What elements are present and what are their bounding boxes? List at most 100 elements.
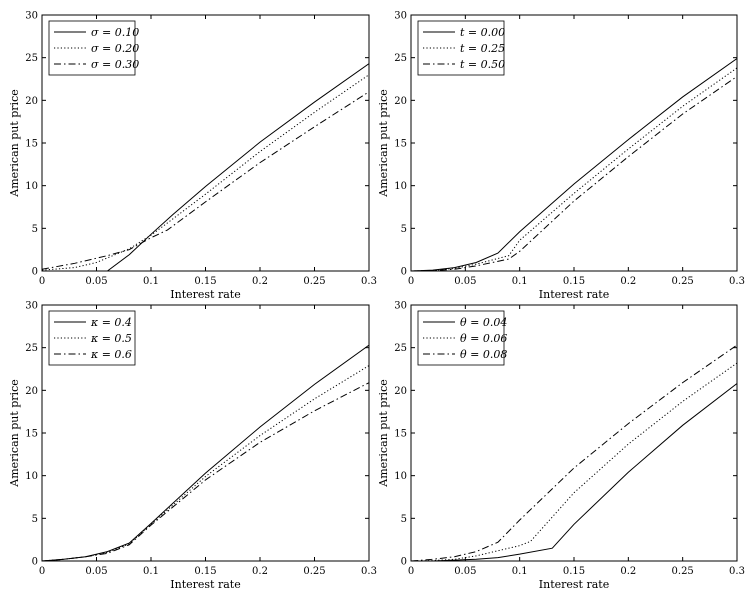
chart-panel-2: 0 0.05 0.1 0.15 0.2 0.25 0.3 0 5 10 15 20 25 30 Intere… — [377, 11, 745, 302]
y-tick-label: 20 — [25, 96, 38, 107]
legend: κ = 0.4 κ = 0.5 κ = 0.6 — [48, 310, 136, 366]
series-line-3 — [411, 344, 737, 561]
y-tick-label: 10 — [394, 181, 407, 192]
legend-label: κ = 0.5 — [90, 332, 132, 345]
legend-label: σ = 0.10 — [91, 26, 139, 39]
chart-panel-1: 0 0.05 0.1 0.15 0.2 0.25 0.3 0 5 10 15 20 25 30 Intere… — [8, 11, 377, 302]
legend-label: σ = 0.30 — [91, 58, 139, 71]
x-tick-label: 0.25 — [303, 566, 325, 577]
x-tick-label: 0.2 — [620, 566, 636, 577]
x-tick-label: 0.05 — [85, 276, 107, 287]
x-tick-label: 0.2 — [252, 276, 268, 287]
x-tick-label: 0 — [39, 566, 45, 577]
legend: t = 0.00 t = 0.25 t = 0.50 — [417, 20, 505, 76]
y-tick-label: 15 — [394, 139, 407, 150]
x-tick-label: 0.3 — [729, 276, 745, 287]
x-tick-label: 0.2 — [620, 276, 636, 287]
x-axis-label: Interest rate — [539, 578, 609, 591]
y-tick-label: 5 — [32, 514, 38, 525]
legend-label: t = 0.25 — [460, 42, 505, 55]
series-line-2 — [42, 365, 369, 561]
x-axis-label: Interest rate — [539, 288, 609, 301]
series-line-2 — [411, 67, 737, 271]
x-tick-label: 0.05 — [454, 566, 476, 577]
x-tick-label: 0.15 — [194, 276, 216, 287]
legend-label: θ = 0.04 — [460, 316, 507, 329]
y-tick-label: 15 — [25, 429, 38, 440]
y-tick-label: 20 — [394, 96, 407, 107]
y-tick-label: 30 — [394, 11, 407, 22]
x-tick-label: 0 — [408, 276, 414, 287]
x-tick-label: 0.25 — [672, 276, 694, 287]
x-tick-label: 0.25 — [303, 276, 325, 287]
y-tick-label: 5 — [401, 224, 407, 235]
x-tick-label: 0.15 — [194, 566, 216, 577]
y-tick-label: 5 — [401, 514, 407, 525]
y-axis-label: American put price — [8, 89, 21, 198]
series-line-1 — [42, 63, 369, 271]
y-tick-label: 10 — [25, 181, 38, 192]
series-line-1 — [42, 344, 369, 561]
series-line-1 — [411, 383, 737, 561]
y-tick-label: 10 — [394, 471, 407, 482]
series-line-3 — [42, 382, 369, 561]
y-tick-label: 5 — [32, 224, 38, 235]
chart-panel-4: 0 0.05 0.1 0.15 0.2 0.25 0.3 0 5 10 15 20 25 30 Intere… — [377, 301, 745, 592]
y-tick-label: 20 — [25, 386, 38, 397]
legend-label: t = 0.00 — [460, 26, 505, 39]
legend-label: θ = 0.06 — [460, 332, 507, 345]
x-tick-label: 0.15 — [563, 566, 585, 577]
legend-label: κ = 0.4 — [90, 316, 132, 329]
y-axis-label: American put price — [8, 379, 21, 488]
y-tick-label: 10 — [25, 471, 38, 482]
x-tick-label: 0.1 — [512, 566, 528, 577]
legend-box — [417, 20, 505, 76]
legend-label: σ = 0.20 — [91, 42, 139, 55]
x-tick-label: 0.3 — [361, 276, 377, 287]
x-tick-label: 0.05 — [85, 566, 107, 577]
y-axis-label: American put price — [377, 379, 390, 488]
series-line-1 — [411, 58, 737, 271]
legend: θ = 0.04 θ = 0.06 θ = 0.08 — [417, 310, 507, 366]
series-line-2 — [411, 362, 737, 561]
series-line-2 — [42, 74, 369, 271]
y-tick-label: 25 — [25, 343, 38, 354]
y-tick-label: 30 — [394, 301, 407, 312]
y-tick-label: 0 — [32, 267, 38, 278]
x-tick-label: 0.1 — [143, 566, 159, 577]
x-tick-label: 0 — [408, 566, 414, 577]
x-tick-label: 0.25 — [672, 566, 694, 577]
x-tick-label: 0.1 — [143, 276, 159, 287]
series-line-3 — [42, 91, 369, 270]
x-tick-label: 0.15 — [563, 276, 585, 287]
x-tick-label: 0.3 — [361, 566, 377, 577]
x-tick-label: 0.05 — [454, 276, 476, 287]
y-tick-label: 30 — [25, 11, 38, 22]
legend-box — [48, 310, 136, 366]
legend-label: κ = 0.6 — [90, 348, 132, 361]
chart-panel-3: 0 0.05 0.1 0.15 0.2 0.25 0.3 0 5 10 15 20 25 30 Intere… — [8, 301, 377, 592]
legend-box — [417, 310, 505, 366]
legend-label: θ = 0.08 — [460, 348, 507, 361]
x-axis-label: Interest rate — [170, 578, 240, 591]
y-tick-label: 15 — [25, 139, 38, 150]
x-tick-label: 0.3 — [729, 566, 745, 577]
x-tick-label: 0 — [39, 276, 45, 287]
x-tick-label: 0.2 — [252, 566, 268, 577]
x-axis-label: Interest rate — [170, 288, 240, 301]
legend: σ = 0.10 σ = 0.20 σ = 0.30 — [48, 20, 139, 76]
series-line-3 — [411, 76, 737, 271]
y-tick-label: 0 — [32, 557, 38, 568]
legend-box — [48, 20, 136, 76]
y-tick-label: 25 — [25, 53, 38, 64]
x-tick-label: 0.1 — [512, 276, 528, 287]
y-tick-label: 0 — [401, 557, 407, 568]
y-tick-label: 20 — [394, 386, 407, 397]
y-tick-label: 25 — [394, 53, 407, 64]
y-tick-label: 30 — [25, 301, 38, 312]
y-tick-label: 0 — [401, 267, 407, 278]
y-tick-label: 15 — [394, 429, 407, 440]
legend-label: t = 0.50 — [460, 58, 505, 71]
y-tick-label: 25 — [394, 343, 407, 354]
